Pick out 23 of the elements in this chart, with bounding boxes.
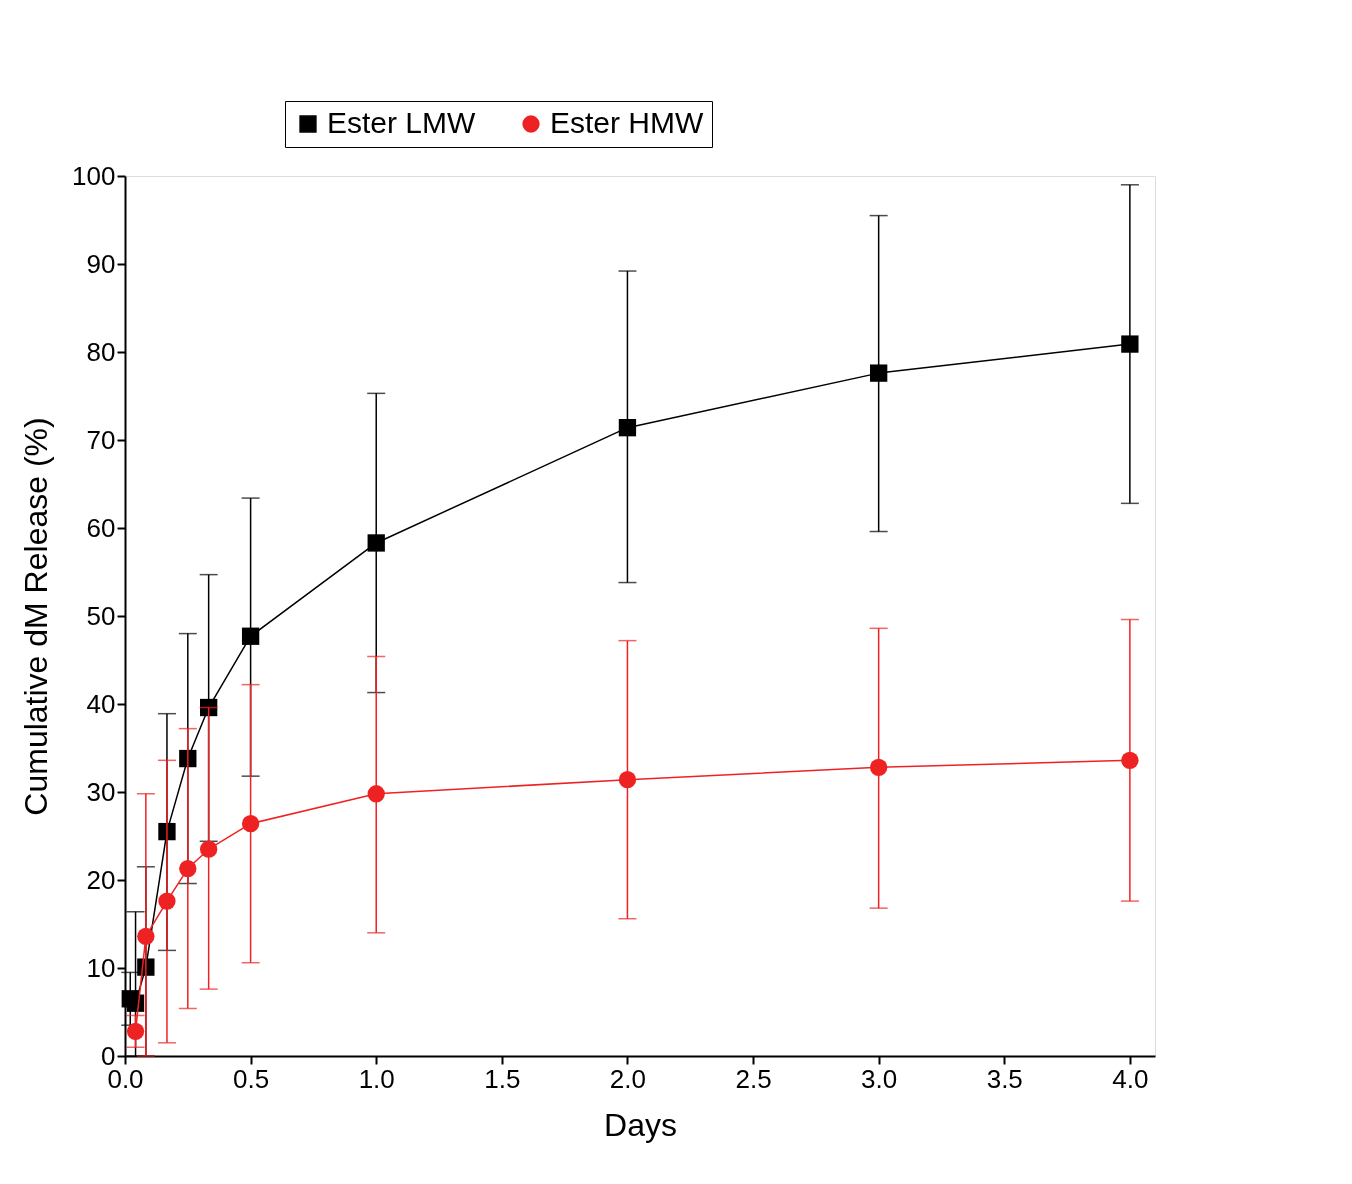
y-tick-label: 50 [86,600,116,631]
x-tick-label: 4.0 [1112,1063,1149,1094]
x-tick-label: 2.0 [609,1063,647,1094]
x-tick-label: 1.5 [484,1063,521,1094]
legend-label: Ester LMW [327,106,477,139]
y-tick-label: 30 [86,776,116,807]
y-tick-label: 90 [86,248,116,279]
x-axis-title: Days [604,1106,677,1143]
y-tick-label: 10 [86,952,116,983]
y-tick-label: 60 [86,512,116,543]
x-tick-label: 3.5 [986,1063,1023,1094]
y-tick-label: 80 [86,336,116,367]
x-tick-label: 2.5 [735,1063,772,1094]
y-axis-title: Cumulative dM Release (%) [18,417,55,816]
x-tick-label: 3.0 [861,1063,898,1094]
x-tick-label: 1.0 [358,1063,395,1094]
y-tick-label: 40 [86,688,116,719]
y-tick-label: 70 [86,424,116,455]
y-tick-label: 20 [86,864,116,895]
legend-label: Ester HMW [550,106,705,139]
y-tick-label: 0 [101,1040,116,1071]
y-tick-label: 100 [72,160,116,191]
x-tick-label: 0.5 [233,1063,270,1094]
